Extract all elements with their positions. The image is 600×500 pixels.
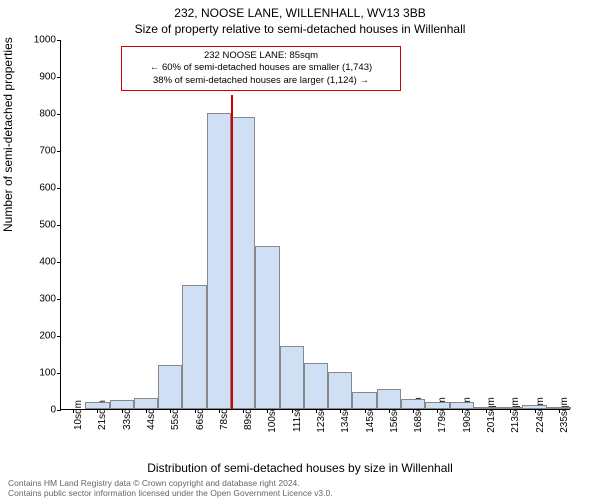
histogram-bar — [110, 400, 134, 409]
x-tick: 10sqm — [73, 400, 84, 430]
histogram-bar — [450, 402, 474, 409]
histogram-bar — [255, 246, 279, 409]
property-marker-line — [231, 95, 233, 410]
annotation-line2: ← 60% of semi-detached houses are smalle… — [128, 62, 394, 74]
histogram-bar — [474, 407, 498, 409]
histogram-bar — [498, 407, 522, 409]
chart-title-main: 232, NOOSE LANE, WILLENHALL, WV13 3BB — [0, 6, 600, 20]
histogram-bar — [158, 365, 182, 409]
histogram-bar — [134, 398, 158, 409]
x-tick: 235sqm — [559, 397, 570, 433]
histogram-bar — [377, 389, 401, 409]
annotation-line3: 38% of semi-detached houses are larger (… — [128, 75, 394, 87]
histogram-bar — [182, 285, 206, 409]
x-tick: 213sqm — [510, 397, 521, 433]
x-axis-label: Distribution of semi-detached houses by … — [0, 461, 600, 475]
chart-title-sub: Size of property relative to semi-detach… — [0, 22, 600, 36]
histogram-bar — [280, 346, 304, 409]
histogram-bar — [328, 372, 352, 409]
histogram-bar — [85, 402, 109, 409]
property-size-chart: 232, NOOSE LANE, WILLENHALL, WV13 3BB Si… — [0, 0, 600, 500]
histogram-bar — [547, 407, 571, 409]
histogram-bar — [207, 113, 231, 409]
plot-area: 232 NOOSE LANE: 85sqm ← 60% of semi-deta… — [60, 40, 570, 410]
y-axis-label: Number of semi-detached properties — [1, 37, 15, 232]
annotation-box: 232 NOOSE LANE: 85sqm ← 60% of semi-deta… — [121, 46, 401, 91]
histogram-bar — [231, 117, 255, 409]
x-tick: 201sqm — [486, 397, 497, 433]
histogram-bar — [401, 399, 425, 409]
footer-line1: Contains HM Land Registry data © Crown c… — [8, 478, 333, 488]
histogram-bar — [425, 402, 449, 409]
footer-attribution: Contains HM Land Registry data © Crown c… — [8, 478, 333, 498]
x-tick: 224sqm — [535, 397, 546, 433]
annotation-line1: 232 NOOSE LANE: 85sqm — [128, 50, 394, 62]
histogram-bar — [304, 363, 328, 409]
histogram-bar — [522, 405, 546, 409]
histogram-bar — [352, 392, 376, 409]
footer-line2: Contains public sector information licen… — [8, 488, 333, 498]
